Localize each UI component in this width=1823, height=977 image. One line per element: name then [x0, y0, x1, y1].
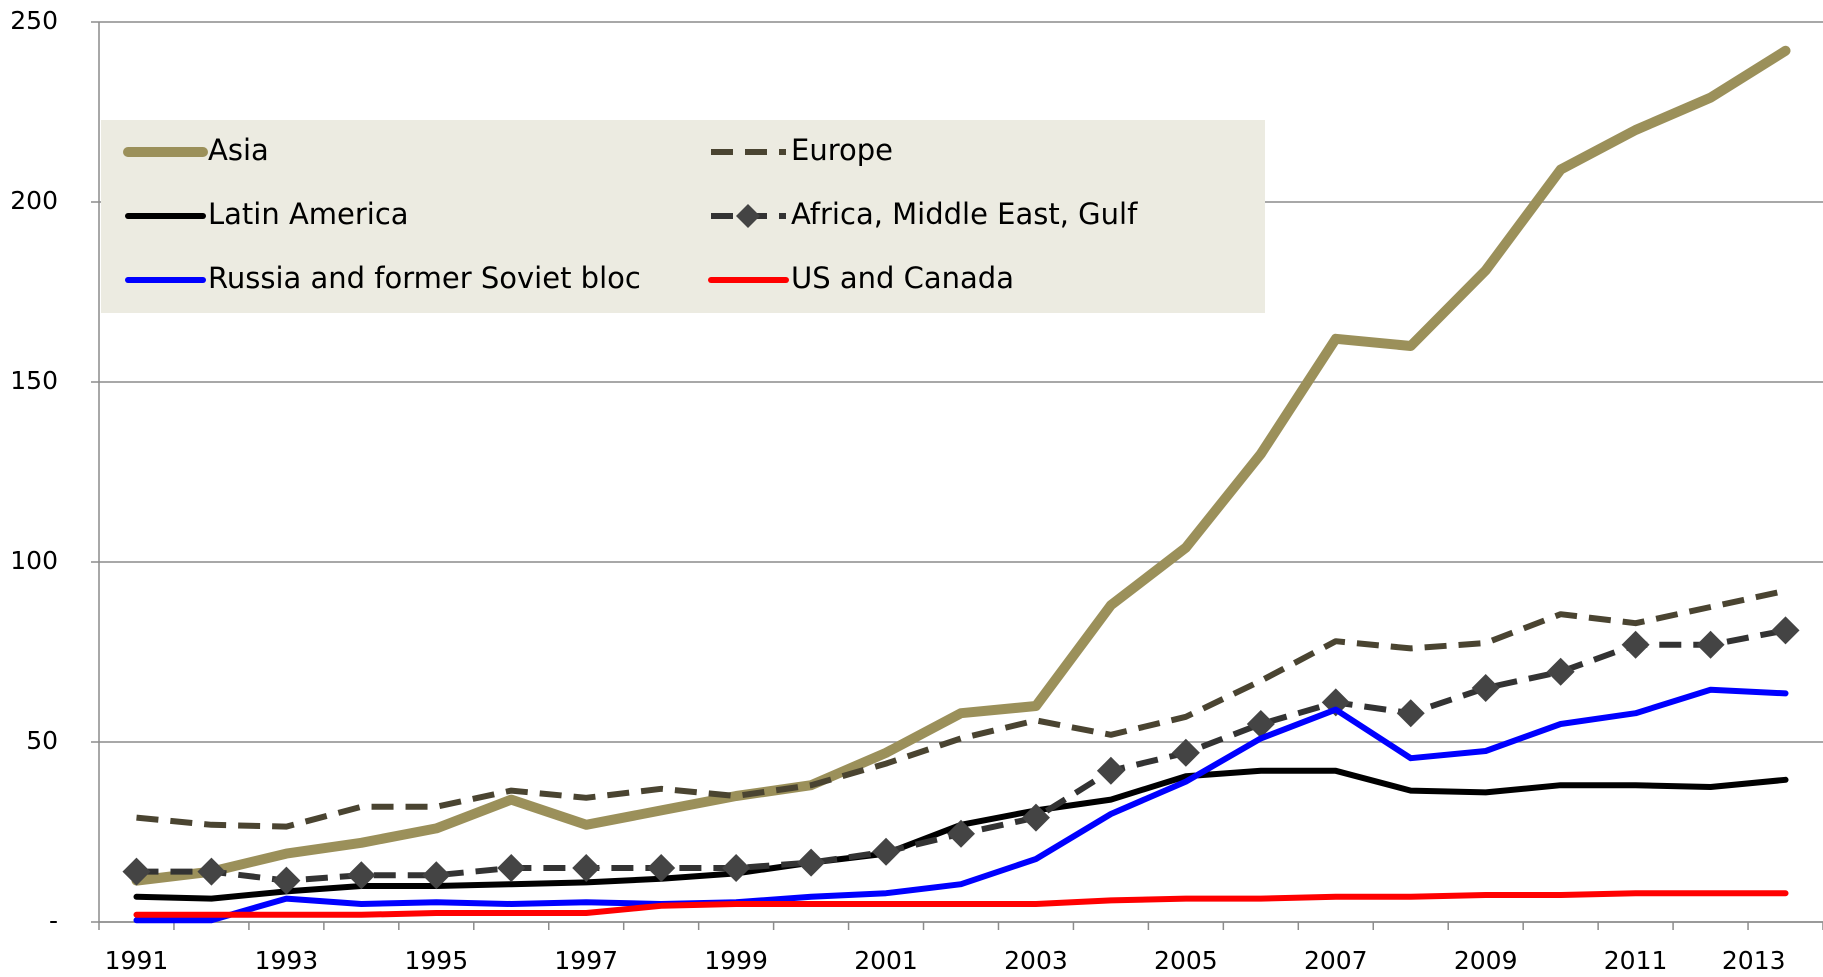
series-line — [131, 45, 1791, 886]
series-marker — [872, 837, 901, 866]
x-tick-label: 1999 — [704, 946, 768, 975]
series-marker — [347, 861, 376, 890]
series-marker — [1096, 756, 1125, 785]
series-marker — [1471, 674, 1500, 702]
x-tick-label: 2007 — [1304, 946, 1368, 975]
legend-label: Africa, Middle East, Gulf — [791, 197, 1138, 231]
series-marker — [1171, 738, 1200, 767]
legend-label: Asia — [208, 133, 269, 167]
legend-label: Latin America — [208, 197, 409, 231]
x-tick-label: 2001 — [854, 946, 918, 975]
y-tick-label: 200 — [10, 186, 58, 215]
x-tick-label: 2005 — [1154, 946, 1218, 975]
legend: Asia Europe Latin America Africa, Middle Ea… — [101, 120, 1265, 313]
series-marker — [947, 819, 975, 848]
series-marker — [497, 854, 526, 882]
series-marker — [572, 854, 601, 882]
legend-label: Russia and former Soviet bloc — [208, 261, 641, 295]
series-marker — [1546, 657, 1575, 686]
series-marker — [1621, 630, 1650, 659]
y-tick-label: 50 — [26, 726, 58, 755]
series-line — [133, 686, 1789, 924]
x-tick-label: 1993 — [255, 946, 319, 975]
y-tick-label: 150 — [10, 366, 58, 395]
series-line — [133, 890, 1789, 918]
x-tick-label: 2009 — [1454, 946, 1518, 975]
x-tick-label: 2013 — [1722, 946, 1786, 975]
series-marker — [722, 854, 751, 882]
y-tick-label: 250 — [10, 6, 58, 35]
series-marker — [1246, 710, 1275, 738]
x-tick-label: 2011 — [1604, 946, 1668, 975]
series-marker — [272, 866, 301, 895]
series-marker — [647, 854, 676, 882]
series-marker — [122, 857, 151, 886]
y-tick-label: - — [49, 906, 58, 935]
x-tick-label: 1991 — [105, 946, 169, 975]
x-tick-label: 1995 — [404, 946, 468, 975]
series-marker — [422, 861, 451, 890]
legend-box — [101, 120, 1265, 313]
series-marker — [1021, 803, 1050, 832]
series-marker — [197, 857, 226, 886]
x-tick-label: 2003 — [1004, 946, 1068, 975]
series-marker — [797, 848, 826, 877]
legend-marker — [736, 204, 760, 228]
x-tick-label: 1997 — [554, 946, 618, 975]
y-tick-label: 100 — [10, 546, 58, 575]
series-marker — [1396, 699, 1425, 728]
legend-label: Europe — [791, 133, 893, 167]
series-marker — [1696, 630, 1725, 659]
legend-label: US and Canada — [791, 261, 1014, 295]
series-line — [136, 587, 1787, 830]
series-marker — [1771, 616, 1800, 645]
